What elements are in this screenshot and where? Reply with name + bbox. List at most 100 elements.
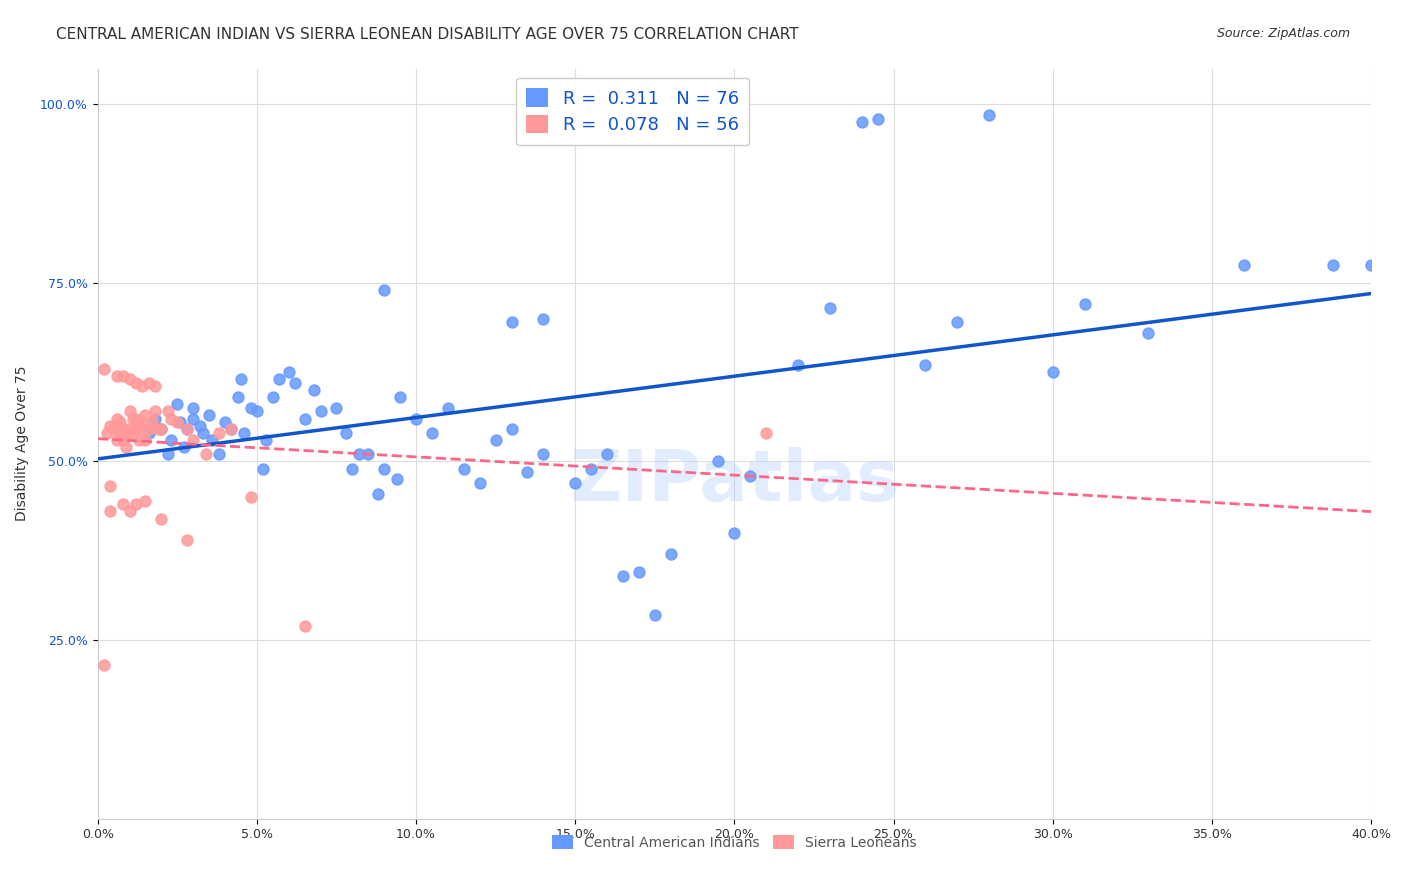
- Point: [176, 422, 198, 436]
- Point: [138, 425, 160, 440]
- Point: [134, 408, 156, 422]
- Point: [531, 447, 554, 461]
- Point: [914, 358, 936, 372]
- Point: [1360, 258, 1382, 272]
- Point: [437, 401, 460, 415]
- Point: [108, 415, 131, 429]
- Point: [188, 418, 211, 433]
- Point: [284, 376, 307, 390]
- Point: [659, 547, 682, 561]
- Point: [169, 415, 191, 429]
- Point: [977, 108, 1000, 122]
- Point: [100, 479, 122, 493]
- Text: ZIPatlas: ZIPatlas: [569, 447, 900, 516]
- Point: [112, 422, 135, 436]
- Point: [208, 425, 231, 440]
- Point: [246, 404, 269, 418]
- Point: [191, 425, 214, 440]
- Point: [385, 472, 408, 486]
- Point: [100, 418, 122, 433]
- Point: [851, 115, 873, 129]
- Point: [108, 425, 131, 440]
- Point: [121, 411, 143, 425]
- Point: [125, 411, 148, 425]
- Point: [531, 311, 554, 326]
- Point: [1137, 326, 1160, 340]
- Point: [325, 401, 347, 415]
- Point: [176, 533, 198, 547]
- Point: [166, 415, 188, 429]
- Point: [115, 429, 138, 443]
- Point: [105, 433, 128, 447]
- Point: [342, 461, 364, 475]
- Point: [128, 418, 150, 433]
- Point: [420, 425, 443, 440]
- Point: [103, 422, 125, 436]
- Point: [233, 425, 256, 440]
- Point: [176, 422, 198, 436]
- Point: [866, 112, 889, 126]
- Point: [141, 415, 163, 429]
- Point: [501, 422, 523, 436]
- Point: [128, 433, 150, 447]
- Point: [93, 361, 115, 376]
- Point: [787, 358, 810, 372]
- Point: [112, 368, 135, 383]
- Point: [294, 411, 316, 425]
- Point: [118, 372, 141, 386]
- Point: [373, 283, 395, 297]
- Point: [138, 376, 160, 390]
- Point: [148, 422, 170, 436]
- Point: [118, 404, 141, 418]
- Point: [160, 433, 183, 447]
- Point: [214, 415, 236, 429]
- Point: [118, 422, 141, 436]
- Point: [118, 504, 141, 518]
- Point: [112, 497, 135, 511]
- Point: [96, 425, 118, 440]
- Point: [125, 376, 148, 390]
- Point: [221, 422, 243, 436]
- Y-axis label: Disability Age Over 75: Disability Age Over 75: [15, 366, 30, 521]
- Point: [125, 422, 148, 436]
- Point: [239, 490, 262, 504]
- Text: Source: ZipAtlas.com: Source: ZipAtlas.com: [1216, 27, 1350, 40]
- Point: [389, 390, 412, 404]
- Point: [740, 468, 762, 483]
- Point: [138, 422, 160, 436]
- Point: [134, 433, 156, 447]
- Point: [579, 461, 602, 475]
- Point: [1073, 297, 1095, 311]
- Point: [1322, 258, 1344, 272]
- Point: [453, 461, 475, 475]
- Point: [208, 447, 231, 461]
- Point: [181, 401, 204, 415]
- Point: [755, 425, 778, 440]
- Point: [143, 379, 166, 393]
- Point: [596, 447, 619, 461]
- Point: [485, 433, 508, 447]
- Point: [239, 401, 262, 415]
- Point: [156, 447, 179, 461]
- Legend: R =  0.311   N = 76, R =  0.078   N = 56: R = 0.311 N = 76, R = 0.078 N = 56: [516, 78, 749, 145]
- Point: [627, 565, 650, 579]
- Point: [150, 511, 173, 525]
- Point: [269, 372, 291, 386]
- Point: [201, 433, 224, 447]
- Point: [723, 525, 745, 540]
- Point: [373, 461, 395, 475]
- Point: [105, 411, 128, 425]
- Point: [181, 411, 204, 425]
- Point: [150, 422, 173, 436]
- Point: [100, 504, 122, 518]
- Point: [115, 440, 138, 454]
- Point: [707, 454, 730, 468]
- Point: [946, 315, 969, 329]
- Point: [277, 365, 299, 379]
- Point: [1233, 258, 1256, 272]
- Point: [1042, 365, 1064, 379]
- Point: [131, 415, 153, 429]
- Point: [294, 618, 316, 632]
- Point: [173, 440, 195, 454]
- Point: [105, 368, 128, 383]
